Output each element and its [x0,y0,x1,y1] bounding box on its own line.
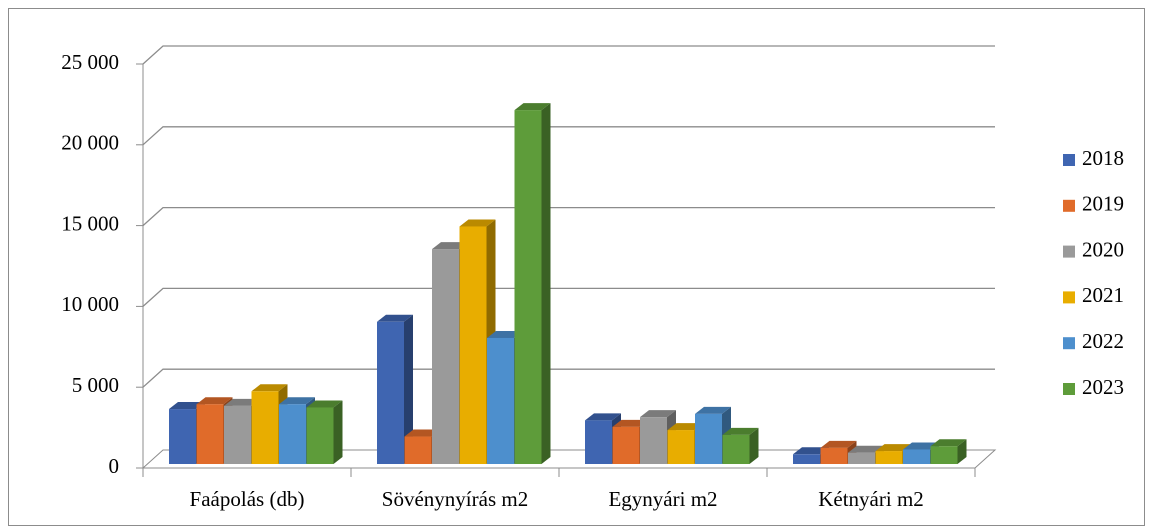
bar-front [903,449,930,464]
x-tick-label: Egynyári m2 [608,487,717,511]
y-tick-label: 10 000 [61,292,119,316]
grid-line [142,45,995,65]
bar-top [487,330,523,338]
bar-top [612,419,649,427]
legend-swatch [1063,383,1075,395]
bar-front [404,436,432,464]
bar-front [820,447,848,464]
grid-line [142,206,995,227]
floor [141,449,997,469]
grid-line [142,368,995,388]
bar-top [279,397,315,405]
bar-top [169,402,205,410]
legend-label: 2019 [1082,192,1124,216]
x-tick-label: Sövénynyírás m2 [382,487,528,511]
bar-top [432,242,468,250]
bar [306,400,343,464]
x-tick-label: Kétnyári m2 [818,487,924,511]
bar-top [306,400,343,408]
bar-top [251,384,288,392]
bar-side [749,427,759,464]
bar-top [875,444,912,452]
bar-front [306,407,334,464]
bar-top [459,219,496,227]
bar-top [377,314,413,322]
bar-top [793,447,829,455]
bar-top [514,103,551,111]
bar-front [793,454,820,464]
bar-side [541,103,551,464]
bar-front [251,391,279,464]
y-tick-label: 25 000 [61,50,119,74]
y-tick-label: 15 000 [61,211,119,235]
bar-front [514,110,542,464]
legend-label: 2020 [1082,237,1124,261]
bar-side [333,400,343,464]
legend-label: 2021 [1082,283,1124,307]
bar-top [820,440,857,448]
y-tick-label: 5 000 [72,373,119,397]
bar-front [695,413,722,464]
bar-side [957,439,967,464]
bar-front [722,434,750,464]
bar-front [169,409,196,464]
bar-top [848,445,884,453]
y-tick-label: 0 [109,454,120,478]
y-tick-label: 20 000 [61,131,119,155]
bar-front [875,451,903,464]
bar-top [196,397,233,405]
bar-front [930,446,958,464]
bar-front [196,404,224,464]
bar-front [279,404,306,464]
legend-swatch [1063,199,1075,212]
bar-front [377,321,404,464]
legend-swatch [1063,337,1075,350]
bar-top [224,398,260,406]
grid-line [142,287,995,307]
bar [459,219,496,464]
bar-front [224,405,251,464]
bar-top [722,427,759,435]
bar [377,314,413,464]
bar-front [640,417,667,464]
grid-line [142,126,995,146]
bar-front [612,426,640,464]
bar [722,427,759,464]
bar-front [848,452,875,464]
bar [514,103,551,464]
bar-front [667,430,695,464]
bar-top [640,410,676,418]
legend-label: 2022 [1082,329,1124,353]
bar-side [404,314,413,464]
legend-label: 2023 [1082,375,1124,399]
legend-swatch [1063,245,1075,258]
bar-top [903,442,939,450]
bar [930,439,967,464]
legend-label: 2018 [1082,146,1124,170]
bar-top [930,439,967,447]
bar-top [585,413,621,421]
bar-front [459,226,487,464]
bar-front [585,420,612,464]
legend-swatch [1063,154,1075,166]
x-tick-label: Faápolás (db) [190,487,305,511]
bar-front [432,249,459,464]
bar-top [695,406,731,414]
bar-top [667,423,704,431]
bar-top [404,429,441,437]
legend-swatch [1063,291,1075,304]
bar-front [487,337,514,464]
